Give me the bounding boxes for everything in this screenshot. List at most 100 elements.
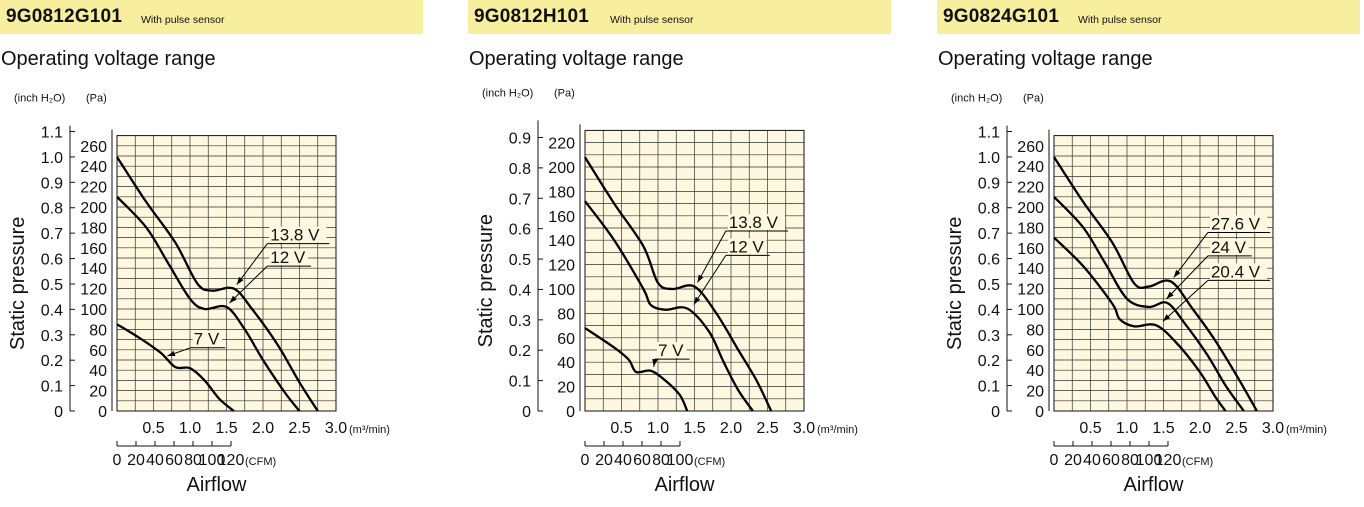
model-header: 9G0812G101 With pulse sensor xyxy=(0,0,423,34)
y-tick-label-inch: 0.3 xyxy=(41,328,63,345)
label-arrowhead xyxy=(236,276,244,285)
x-tick-label-m3: 2.5 xyxy=(288,420,310,437)
x-tick-label-cfm: 80 xyxy=(184,452,202,469)
y-tick-label-pa: 160 xyxy=(1017,241,1044,258)
series-label: 24 V xyxy=(1211,238,1247,257)
y-unit-pa: (Pa) xyxy=(1023,93,1044,105)
x-tick-label-m3: 1.0 xyxy=(179,420,201,437)
x-tick-label-cfm: 120 xyxy=(1155,452,1182,469)
series-line xyxy=(1053,196,1245,412)
x-tick-label-cfm: 0 xyxy=(581,452,590,469)
label-leader xyxy=(1166,255,1209,300)
label-arrowhead xyxy=(652,358,658,367)
label-leader xyxy=(236,243,268,285)
y-tick-label-inch: 0.5 xyxy=(41,277,63,294)
series-line xyxy=(584,200,754,412)
y-tick-label-pa: 40 xyxy=(1026,363,1044,380)
x-tick-label-m3: 3.0 xyxy=(325,420,347,437)
x-tick-label-m3: 3.0 xyxy=(793,420,815,437)
x-tick-label-cfm: 40 xyxy=(614,452,632,469)
y-unit-pa: (Pa) xyxy=(554,87,575,99)
y-tick-label-inch: 1.0 xyxy=(41,150,63,167)
y-tick-label-inch: 0.1 xyxy=(978,379,1000,396)
y-tick-label-pa: 60 xyxy=(557,331,575,348)
y-tick-label-pa: 240 xyxy=(1017,159,1044,176)
y-tick-label-inch: 0.6 xyxy=(41,252,63,269)
x-tick-label-cfm: 20 xyxy=(595,452,613,469)
x-tick-label-cfm: 60 xyxy=(165,452,183,469)
x-tick-label-m3: 2.0 xyxy=(1189,420,1211,437)
x-tick-label-cfm: 40 xyxy=(146,452,164,469)
label-arrowhead xyxy=(229,295,237,303)
y-tick-label-inch: 1.1 xyxy=(978,125,1000,142)
series-label: 7 V xyxy=(658,341,684,360)
y-tick-label-inch: 0.5 xyxy=(978,277,1000,294)
series-label: 27.6 V xyxy=(1211,214,1261,233)
x-tick-label-cfm: 100 xyxy=(1136,452,1163,469)
y-tick-label-inch: 0 xyxy=(54,404,63,421)
label-leader xyxy=(1173,232,1209,278)
x-tick-label-m3: 2.5 xyxy=(756,420,778,437)
y-axis-title: Static pressure xyxy=(944,217,966,350)
label-leader xyxy=(697,230,727,283)
y-tick-label-inch: 0.6 xyxy=(509,222,531,239)
y-tick-label-pa: 140 xyxy=(1017,261,1044,278)
y-tick-label-inch: 0.9 xyxy=(978,175,1000,192)
x-tick-label-cfm: 120 xyxy=(218,452,245,469)
model-title: 9G0824G101 xyxy=(943,6,1060,27)
section-label: Operating voltage range xyxy=(469,48,684,70)
model-subtitle: With pulse sensor xyxy=(141,14,225,26)
y-tick-label-pa: 200 xyxy=(548,160,575,177)
y-tick-label-inch: 0.2 xyxy=(41,353,63,370)
y-tick-label-pa: 220 xyxy=(1017,180,1044,197)
label-leader xyxy=(229,265,268,304)
x-tick-label-m3: 1.5 xyxy=(683,420,705,437)
model-title: 9G0812H101 xyxy=(474,6,590,27)
x-tick-label-m3: 2.5 xyxy=(1225,420,1247,437)
y-tick-label-inch: 0 xyxy=(522,404,531,421)
y-tick-label-pa: 240 xyxy=(80,159,107,176)
x-tick-label-m3: 0.5 xyxy=(610,420,632,437)
series-label: 12 V xyxy=(729,237,765,256)
model-subtitle: With pulse sensor xyxy=(610,14,694,26)
x-tick-label-cfm: 20 xyxy=(127,452,145,469)
series-label: 13.8 V xyxy=(270,226,320,245)
label-bg xyxy=(1209,263,1268,280)
y-tick-label-inch: 0.4 xyxy=(509,282,531,299)
model-header: 9G0824G101 With pulse sensor xyxy=(937,0,1360,34)
series-label: 7 V xyxy=(194,330,220,349)
y-tick-label-pa: 100 xyxy=(1017,302,1044,319)
label-bg xyxy=(727,238,767,255)
x-tick-label-cfm: 40 xyxy=(1083,452,1101,469)
label-bg xyxy=(269,226,327,243)
y-tick-label-inch: 1.1 xyxy=(41,125,63,142)
x-tick-label-m3: 2.0 xyxy=(252,420,274,437)
series-line xyxy=(1053,156,1258,412)
y-tick-label-pa: 80 xyxy=(1026,322,1044,339)
y-tick-label-inch: 0.8 xyxy=(509,161,531,178)
x-tick-label-m3: 1.0 xyxy=(1116,420,1138,437)
x-tick-label-m3: 3.0 xyxy=(1262,420,1284,437)
y-tick-label-inch: 0.3 xyxy=(509,313,531,330)
y-tick-label-pa: 20 xyxy=(89,384,107,401)
chart-panel-9G0824G101: 9G0824G101 With pulse sensor Operating v… xyxy=(937,0,1364,507)
series-line xyxy=(584,156,773,412)
series-line xyxy=(116,156,319,412)
y-tick-label-pa: 200 xyxy=(80,200,107,217)
y-tick-label-pa: 60 xyxy=(89,343,107,360)
y-tick-label-pa: 60 xyxy=(1026,343,1044,360)
y-tick-label-pa: 20 xyxy=(557,380,575,397)
section-label: Operating voltage range xyxy=(938,48,1153,70)
y-tick-label-pa: 0 xyxy=(566,404,575,421)
x-unit-cfm: (CFM) xyxy=(1182,456,1213,468)
y-tick-label-pa: 40 xyxy=(89,363,107,380)
label-leader xyxy=(1162,280,1209,322)
y-tick-label-pa: 80 xyxy=(557,306,575,323)
series-label: 12 V xyxy=(270,248,306,267)
y-axis-title: Static pressure xyxy=(7,217,29,350)
x-tick-label-m3: 0.5 xyxy=(142,420,164,437)
y-tick-label-pa: 220 xyxy=(80,180,107,197)
chart-panel-9G0812H101: 9G0812H101 With pulse sensor Operating v… xyxy=(468,0,898,507)
x-unit-cfm: (CFM) xyxy=(245,456,276,468)
x-tick-label-m3: 1.0 xyxy=(647,420,669,437)
